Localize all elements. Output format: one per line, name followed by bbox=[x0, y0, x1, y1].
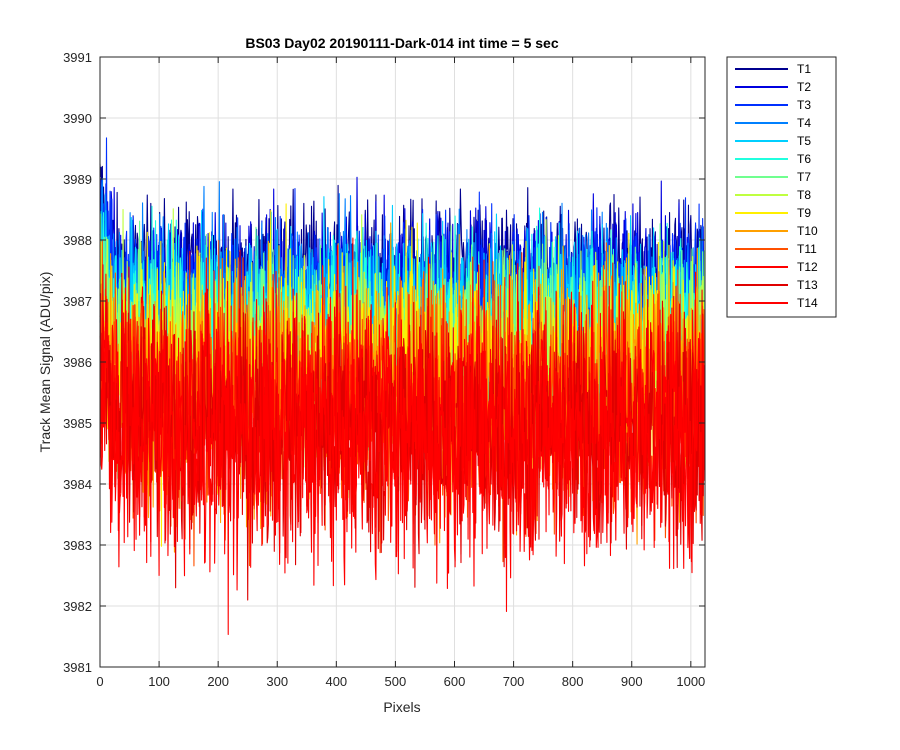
legend-label: T9 bbox=[797, 206, 811, 220]
y-tick-label: 3986 bbox=[63, 355, 92, 370]
legend-label: T1 bbox=[797, 62, 811, 76]
legend-label: T11 bbox=[797, 242, 817, 256]
legend-label: T14 bbox=[797, 296, 818, 310]
legend-label: T8 bbox=[797, 188, 811, 202]
x-tick-label: 500 bbox=[385, 674, 407, 689]
y-tick-label: 3991 bbox=[63, 50, 92, 65]
legend-label: T13 bbox=[797, 278, 818, 292]
series-layer bbox=[99, 137, 705, 636]
x-tick-label: 200 bbox=[207, 674, 229, 689]
legend-label: T3 bbox=[797, 98, 811, 112]
x-tick-label: 0 bbox=[96, 674, 103, 689]
x-tick-label: 1000 bbox=[676, 674, 705, 689]
chart-title: BS03 Day02 20190111-Dark-014 int time = … bbox=[245, 35, 558, 51]
y-tick-label: 3982 bbox=[63, 599, 92, 614]
x-tick-label: 800 bbox=[562, 674, 584, 689]
y-tick-label: 3983 bbox=[63, 538, 92, 553]
legend-label: T2 bbox=[797, 80, 811, 94]
x-tick-label: 400 bbox=[325, 674, 347, 689]
x-tick-label: 100 bbox=[148, 674, 170, 689]
legend-label: T10 bbox=[797, 224, 818, 238]
x-tick-label: 300 bbox=[266, 674, 288, 689]
x-tick-label: 900 bbox=[621, 674, 643, 689]
legend-box bbox=[726, 56, 837, 318]
y-axis-ticks: 3981 3982 3983 3984 3985 3986 3987 3988 3989 3990… bbox=[63, 50, 705, 675]
legend-label: T6 bbox=[797, 152, 811, 166]
legend-label: T4 bbox=[797, 116, 811, 130]
legend-label: T5 bbox=[797, 134, 811, 148]
y-tick-label: 3984 bbox=[63, 477, 92, 492]
x-axis-label: Pixels bbox=[383, 699, 420, 715]
x-tick-label: 600 bbox=[444, 674, 466, 689]
x-axis-ticks: 0 100 200 300 400 500 600 700 800 900 1000 bbox=[96, 57, 705, 689]
y-tick-label: 3987 bbox=[63, 294, 92, 309]
legend-label: T12 bbox=[797, 260, 818, 274]
x-tick-label: 700 bbox=[503, 674, 525, 689]
y-tick-label: 3990 bbox=[63, 111, 92, 126]
y-tick-label: 3988 bbox=[63, 233, 92, 248]
series-line-T14 bbox=[99, 237, 705, 636]
y-axis-label: Track Mean Signal (ADU/pix) bbox=[37, 272, 53, 453]
y-tick-label: 3985 bbox=[63, 416, 92, 431]
legend-label: T7 bbox=[797, 170, 811, 184]
legend: T1 T2 T3 T4 T5 T6 T7 T8 T9 T10 T11 T12 T13 T14 bbox=[726, 56, 837, 318]
y-tick-label: 3981 bbox=[63, 660, 92, 675]
y-tick-label: 3989 bbox=[63, 172, 92, 187]
